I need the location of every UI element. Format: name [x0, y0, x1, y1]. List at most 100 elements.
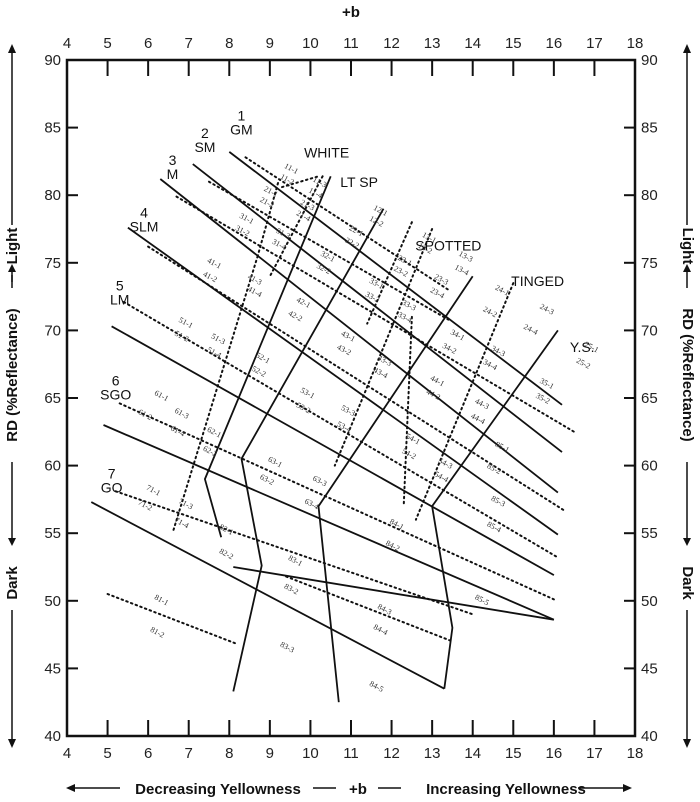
grade-number: 5 [116, 278, 124, 294]
x-tick-label: 9 [266, 745, 274, 762]
subdivision-dotted-line [268, 175, 324, 278]
subdivision-dotted-line [118, 402, 555, 601]
cell-label-63-4: 63-4 [303, 497, 320, 512]
arrow-up-icon [8, 44, 16, 53]
top-axis-title: +b [342, 4, 360, 21]
grade-code: M [167, 166, 179, 182]
cell-label-42-2: 42-2 [287, 309, 304, 324]
y-tick-label: 65 [641, 390, 658, 407]
x-tick-label: 16 [546, 745, 563, 762]
y-tick-label: 50 [641, 593, 658, 610]
y-tick-label: 40 [641, 728, 658, 745]
arrow-right-icon [623, 784, 632, 792]
color-group-tinged: TINGED [511, 273, 564, 289]
cell-label-44-3: 44-3 [473, 396, 490, 411]
grade-number: 4 [140, 205, 148, 221]
cell-label-24-4: 24-4 [522, 322, 539, 337]
grade-boundary-line [192, 163, 563, 453]
cell-label-35-2: 35-2 [534, 391, 551, 406]
cell-label-53-3: 53-3 [340, 403, 357, 418]
color-boundary-line [232, 208, 385, 692]
cell-label-81-1: 81-1 [153, 593, 170, 608]
cell-label-33-1: 33-1 [368, 276, 385, 291]
arrow-down-icon [683, 739, 691, 748]
cell-label-84-5: 84-5 [368, 679, 385, 694]
color-group-white: WHITE [304, 144, 349, 160]
cell-label-51-1: 51-1 [177, 315, 194, 330]
right-y-axis: 40 45 50 55 60 65 70 75 80 85 90 [624, 52, 658, 745]
cell-label-71-2: 71-2 [137, 498, 154, 513]
grade-label-sm: 2SM [194, 125, 215, 155]
cell-label-83-2: 83-2 [283, 582, 300, 597]
grade-boundary-line [233, 566, 555, 621]
x-tick-label: 13 [424, 745, 441, 762]
x-tick-label: 16 [546, 35, 563, 52]
cell-label-71-4: 71-4 [173, 515, 190, 530]
arrow-up-icon [683, 44, 691, 53]
x-tick-label: 10 [302, 745, 319, 762]
grade-number: 1 [238, 107, 246, 123]
cell-label-44-1: 44-1 [429, 374, 446, 389]
cell-label-61-3: 61-3 [173, 406, 190, 421]
top-x-axis: 4 5 6 7 8 9 10 11 12 13 14 15 16 17 18 [63, 35, 644, 76]
x-tick-label: 17 [586, 35, 603, 52]
cell-label-83-3: 83-3 [279, 640, 296, 655]
arrow-down-icon [8, 538, 16, 546]
color-group-y-s-: Y.S. [570, 339, 595, 355]
x-tick-label: 12 [383, 745, 400, 762]
color-group-spotted: SPOTTED [415, 238, 481, 254]
bottom-increasing-label: Increasing Yellowness [426, 781, 586, 798]
y-tick-label: 75 [44, 255, 61, 272]
grade-code: LM [110, 292, 129, 308]
y-tick-label: 40 [44, 728, 61, 745]
cell-label-61-4: 61-4 [169, 424, 186, 439]
subdivision-dotted-line [285, 575, 454, 643]
color-boundary-line [203, 175, 332, 538]
cell-label-33-2: 33-2 [364, 290, 381, 305]
cell-label-71-1: 71-1 [145, 483, 162, 498]
bottom-x-axis-title: Decreasing Yellowness +b Increasing Yell… [66, 781, 632, 798]
subdivision-dotted-line [402, 315, 413, 508]
cell-label-54-4: 54-4 [433, 469, 450, 484]
grade-label-gm: 1GM [230, 107, 253, 137]
x-tick-label: 15 [505, 35, 522, 52]
grade-code: SM [194, 139, 215, 155]
cell-label-61-2: 61-2 [137, 407, 154, 422]
y-tick-label: 65 [44, 390, 61, 407]
arrow-up-icon [683, 264, 691, 272]
subdivision-dotted-line [244, 156, 450, 291]
y-tick-label: 85 [44, 120, 61, 137]
left-rd-label: RD (%Reflectance) [4, 308, 21, 441]
x-tick-label: 7 [185, 745, 193, 762]
x-tick-label: 8 [225, 745, 233, 762]
color-group-lt-sp: LT SP [340, 174, 378, 190]
arrow-left-icon [66, 784, 75, 792]
x-tick-label: 4 [63, 745, 71, 762]
cell-label-24-3: 24-3 [538, 302, 555, 317]
cell-label-54-1: 54-1 [404, 432, 421, 447]
bottom-x-axis: 4 5 6 7 8 9 10 11 12 13 14 15 16 17 18 [63, 720, 643, 762]
cell-label-41-1: 41-1 [206, 256, 223, 271]
x-tick-label: 5 [103, 35, 111, 52]
x-tick-label: 9 [266, 35, 274, 52]
cell-label-43-2: 43-2 [335, 342, 352, 357]
subdivision-dotted-line [114, 490, 474, 616]
color-boundary-line [431, 329, 559, 689]
x-tick-label: 18 [627, 35, 644, 52]
arrow-up-icon [8, 264, 16, 272]
cell-label-52-1: 52-1 [254, 351, 271, 366]
cell-label-61-1: 61-1 [153, 388, 170, 403]
x-tick-label: 14 [464, 745, 481, 762]
subdivision-dotted-line [122, 301, 559, 559]
subdivision-dotted-line [147, 245, 567, 513]
x-tick-label: 6 [144, 745, 152, 762]
y-tick-label: 45 [44, 660, 61, 677]
subdivision-dotted-line [208, 180, 450, 321]
cell-label-34-4: 34-4 [482, 357, 499, 372]
left-y-axis: 40 45 50 55 60 65 70 75 80 85 90 [44, 52, 78, 745]
cell-label-63-3: 63-3 [311, 474, 328, 489]
color-group-labels: WHITE LT SP SPOTTED TINGED Y.S. [304, 144, 594, 355]
cell-label-23-4: 23-4 [429, 286, 446, 301]
